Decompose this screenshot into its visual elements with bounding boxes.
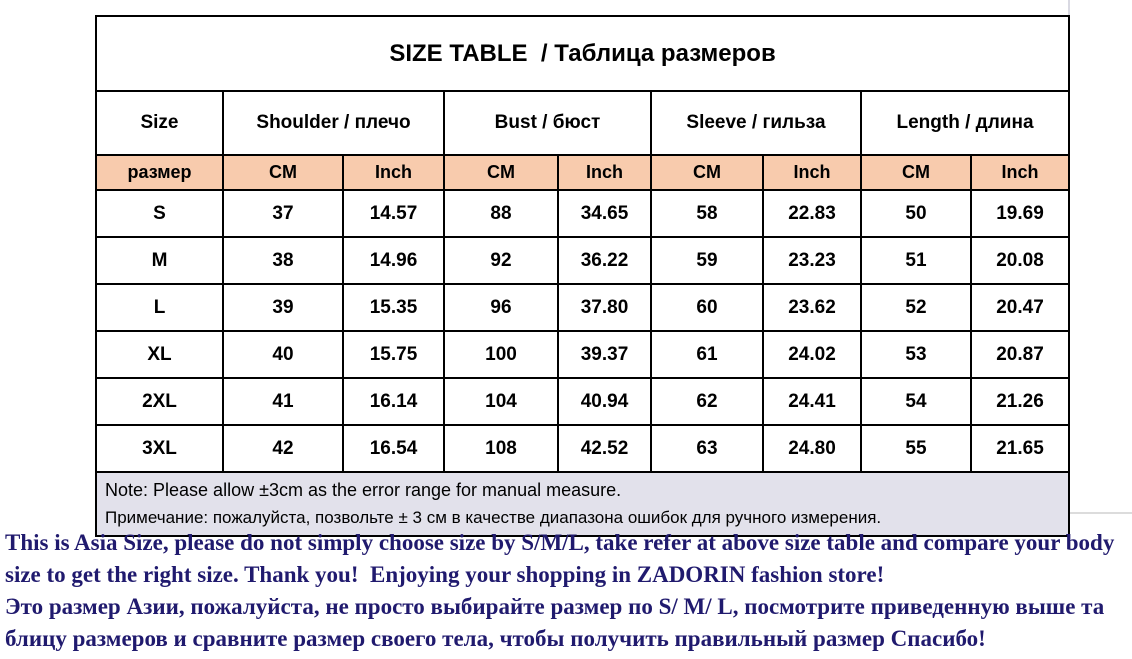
value-cell: 39 <box>222 283 344 332</box>
col-header-length: Length / длина <box>859 90 1071 156</box>
value-cell: 100 <box>443 330 559 379</box>
value-cell: 52 <box>860 283 972 332</box>
value-cell: 15.35 <box>342 283 445 332</box>
table-row-s: S 37 14.57 88 34.65 58 22.83 50 19.69 <box>95 189 1071 238</box>
column-header-row: Size Shoulder / плечо Bust / бюст Sleeve… <box>95 90 1071 156</box>
unit-header-row: размер CM Inch CM Inch CM Inch CM Inch <box>95 154 1071 191</box>
value-cell: 62 <box>650 377 764 426</box>
value-cell: 54 <box>860 377 972 426</box>
subheader-inch: Inch <box>762 154 862 191</box>
value-cell: 59 <box>650 236 764 285</box>
subheader-size: размер <box>95 154 224 191</box>
value-cell: 39.37 <box>557 330 652 379</box>
col-header-size: Size <box>95 90 224 156</box>
value-cell: 34.65 <box>557 189 652 238</box>
footer-line-en-2: size to get the right size. Thank you! E… <box>5 562 885 587</box>
value-cell: 36.22 <box>557 236 652 285</box>
value-cell: 20.08 <box>969 236 1071 285</box>
value-cell: 40 <box>222 330 344 379</box>
size-cell: 3XL <box>95 424 224 473</box>
col-header-sleeve: Sleeve / гильза <box>650 90 862 156</box>
note-row: Note: Please allow ±3cm as the error ran… <box>94 471 1071 537</box>
subheader-cm: CM <box>222 154 344 191</box>
table-row-l: L 39 15.35 96 37.80 60 23.62 52 20.47 <box>95 283 1071 332</box>
value-cell: 42.52 <box>557 424 652 473</box>
value-cell: 63 <box>650 424 764 473</box>
note-cell: Note: Please allow ±3cm as the error ran… <box>94 471 1071 537</box>
value-cell: 51 <box>860 236 972 285</box>
value-cell: 14.57 <box>342 189 445 238</box>
footer-line-ru-1: Это размер Азии, пожалуйста, не просто в… <box>5 594 1105 619</box>
value-cell: 53 <box>860 330 972 379</box>
value-cell: 24.41 <box>762 377 862 426</box>
value-cell: 22.83 <box>762 189 862 238</box>
size-cell: M <box>95 236 224 285</box>
table-row-2xl: 2XL 41 16.14 104 40.94 62 24.41 54 21.26 <box>95 377 1071 426</box>
value-cell: 38 <box>222 236 344 285</box>
value-cell: 23.23 <box>762 236 862 285</box>
footer-text: This is Asia Size, please do not simply … <box>5 527 1132 655</box>
subheader-inch: Inch <box>557 154 652 191</box>
note-text-ru: Примечание: пожалуйста, позвольте ± 3 см… <box>105 508 882 527</box>
value-cell: 42 <box>222 424 344 473</box>
value-cell: 16.54 <box>342 424 445 473</box>
value-cell: 15.75 <box>342 330 445 379</box>
table-row-3xl: 3XL 42 16.54 108 42.52 63 24.80 55 21.65 <box>95 424 1071 473</box>
value-cell: 50 <box>860 189 972 238</box>
value-cell: 37.80 <box>557 283 652 332</box>
value-cell: 92 <box>443 236 559 285</box>
table-title: SIZE TABLE / Таблица размеров <box>94 15 1071 92</box>
col-header-shoulder: Shoulder / плечо <box>222 90 445 156</box>
value-cell: 19.69 <box>969 189 1071 238</box>
size-cell: L <box>95 283 224 332</box>
value-cell: 41 <box>222 377 344 426</box>
subheader-cm: CM <box>443 154 559 191</box>
size-cell: S <box>95 189 224 238</box>
value-cell: 104 <box>443 377 559 426</box>
value-cell: 108 <box>443 424 559 473</box>
size-cell: 2XL <box>95 377 224 426</box>
value-cell: 60 <box>650 283 764 332</box>
value-cell: 37 <box>222 189 344 238</box>
value-cell: 40.94 <box>557 377 652 426</box>
footer-line-en-1: This is Asia Size, please do not simply … <box>5 530 1115 555</box>
value-cell: 55 <box>860 424 972 473</box>
page-edge-vertical-line <box>1068 0 1070 16</box>
value-cell: 96 <box>443 283 559 332</box>
value-cell: 16.14 <box>342 377 445 426</box>
table-row-xl: XL 40 15.75 100 39.37 61 24.02 53 20.87 <box>95 330 1071 379</box>
note-text-en: Note: Please allow ±3cm as the error ran… <box>105 480 622 500</box>
value-cell: 23.62 <box>762 283 862 332</box>
value-cell: 24.80 <box>762 424 862 473</box>
value-cell: 88 <box>443 189 559 238</box>
page-edge-horizontal-line <box>1070 512 1132 514</box>
col-header-bust: Bust / бюст <box>443 90 652 156</box>
value-cell: 21.26 <box>969 377 1071 426</box>
value-cell: 20.87 <box>969 330 1071 379</box>
footer-line-ru-2: блицу размеров и сравните размер своего … <box>5 626 986 651</box>
size-cell: XL <box>95 330 224 379</box>
subheader-inch: Inch <box>969 154 1071 191</box>
value-cell: 21.65 <box>969 424 1071 473</box>
table-row-m: M 38 14.96 92 36.22 59 23.23 51 20.08 <box>95 236 1071 285</box>
size-table: SIZE TABLE / Таблица размеров Size Shoul… <box>94 15 1071 537</box>
value-cell: 24.02 <box>762 330 862 379</box>
subheader-cm: CM <box>650 154 764 191</box>
value-cell: 58 <box>650 189 764 238</box>
subheader-cm: CM <box>860 154 972 191</box>
value-cell: 20.47 <box>969 283 1071 332</box>
value-cell: 14.96 <box>342 236 445 285</box>
title-row: SIZE TABLE / Таблица размеров <box>94 15 1071 92</box>
subheader-inch: Inch <box>342 154 445 191</box>
value-cell: 61 <box>650 330 764 379</box>
